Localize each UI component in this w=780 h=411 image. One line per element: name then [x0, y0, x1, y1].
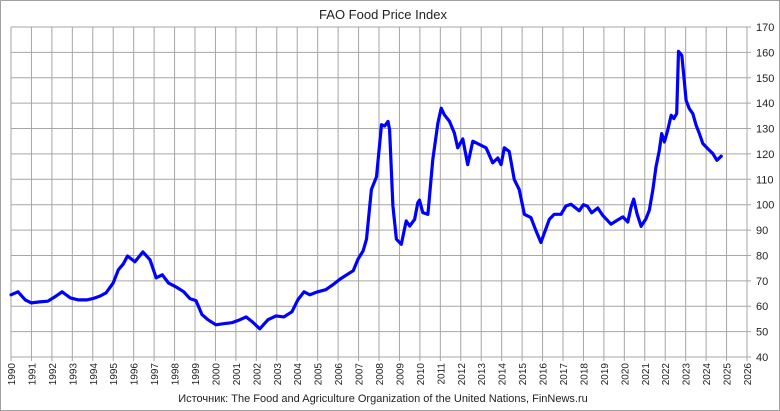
x-tick-label: 2014	[498, 363, 509, 386]
x-tick-label: 2017	[559, 363, 570, 386]
x-tick-label: 1990	[7, 363, 18, 386]
x-tick-label: 2019	[600, 363, 611, 386]
x-tick-label: 1993	[68, 363, 79, 386]
x-tick-label: 2003	[273, 363, 284, 386]
x-tick-label: 2020	[620, 363, 631, 386]
x-tick-label: 2018	[579, 363, 590, 386]
y-axis: 40 50 60 70 80 90 100 110 120 130 140 150 160 170	[756, 22, 774, 364]
y-tick-label: 60	[756, 301, 768, 313]
x-tick-label: 1994	[89, 363, 100, 386]
y-tick-label: 100	[756, 200, 774, 212]
x-tick-label: 2016	[539, 363, 550, 386]
series-line-fao-food-price-index	[9, 49, 723, 331]
x-tick-label: 2005	[314, 363, 325, 386]
x-tick-label: 1995	[109, 363, 120, 386]
y-tick-label: 140	[756, 98, 774, 110]
chart-title: FAO Food Price Index	[319, 7, 447, 22]
y-tick-label: 40	[756, 352, 768, 364]
x-tick-label: 2026	[743, 363, 754, 386]
x-tick-label: 2000	[211, 363, 222, 386]
source-note: Источник: The Food and Agriculture Organ…	[178, 393, 588, 405]
x-tick-label: 2012	[457, 363, 468, 386]
x-tick-label: 2015	[518, 363, 529, 386]
y-tick-label: 170	[756, 22, 774, 34]
x-tick-label: 2009	[395, 363, 406, 386]
y-tick-label: 120	[756, 149, 774, 161]
x-tick-label: 2007	[355, 363, 366, 386]
x-tick-label: 2008	[375, 363, 386, 386]
y-tick-label: 90	[756, 225, 768, 237]
y-tick-label: 130	[756, 124, 774, 136]
x-tick-label: 2004	[293, 363, 304, 386]
x-tick-label: 2023	[682, 363, 693, 386]
x-tick-label: 2022	[661, 363, 672, 386]
x-tick-label: 1992	[48, 363, 59, 386]
y-tick-label: 110	[756, 174, 774, 186]
y-tick-label: 50	[756, 327, 768, 339]
x-tick-label: 2011	[436, 363, 447, 385]
x-tick-label: 2025	[723, 363, 734, 386]
x-tick-label: 2021	[641, 363, 652, 386]
x-tick-label: 2002	[252, 363, 263, 386]
x-tick-label: 2010	[416, 363, 427, 386]
x-tick-label: 1999	[191, 363, 202, 386]
grid	[10, 26, 751, 361]
x-tick-label: 1997	[150, 363, 161, 386]
x-tick-label: 2006	[334, 363, 345, 386]
x-axis: 1990 1991 1992 1993 1994 1995 1996 1997 1998 1999…	[7, 363, 754, 386]
series-layer	[9, 49, 723, 331]
x-tick-label: 2024	[702, 363, 713, 386]
y-tick-label: 70	[756, 276, 768, 288]
x-tick-label: 2001	[232, 363, 243, 386]
y-tick-label: 150	[756, 73, 774, 85]
y-tick-label: 160	[756, 47, 774, 59]
y-tick-label: 80	[756, 250, 768, 262]
x-tick-label: 1996	[130, 363, 141, 386]
x-tick-label: 2013	[477, 363, 488, 386]
x-tick-label: 1998	[171, 363, 182, 386]
x-tick-label: 1991	[27, 363, 38, 386]
